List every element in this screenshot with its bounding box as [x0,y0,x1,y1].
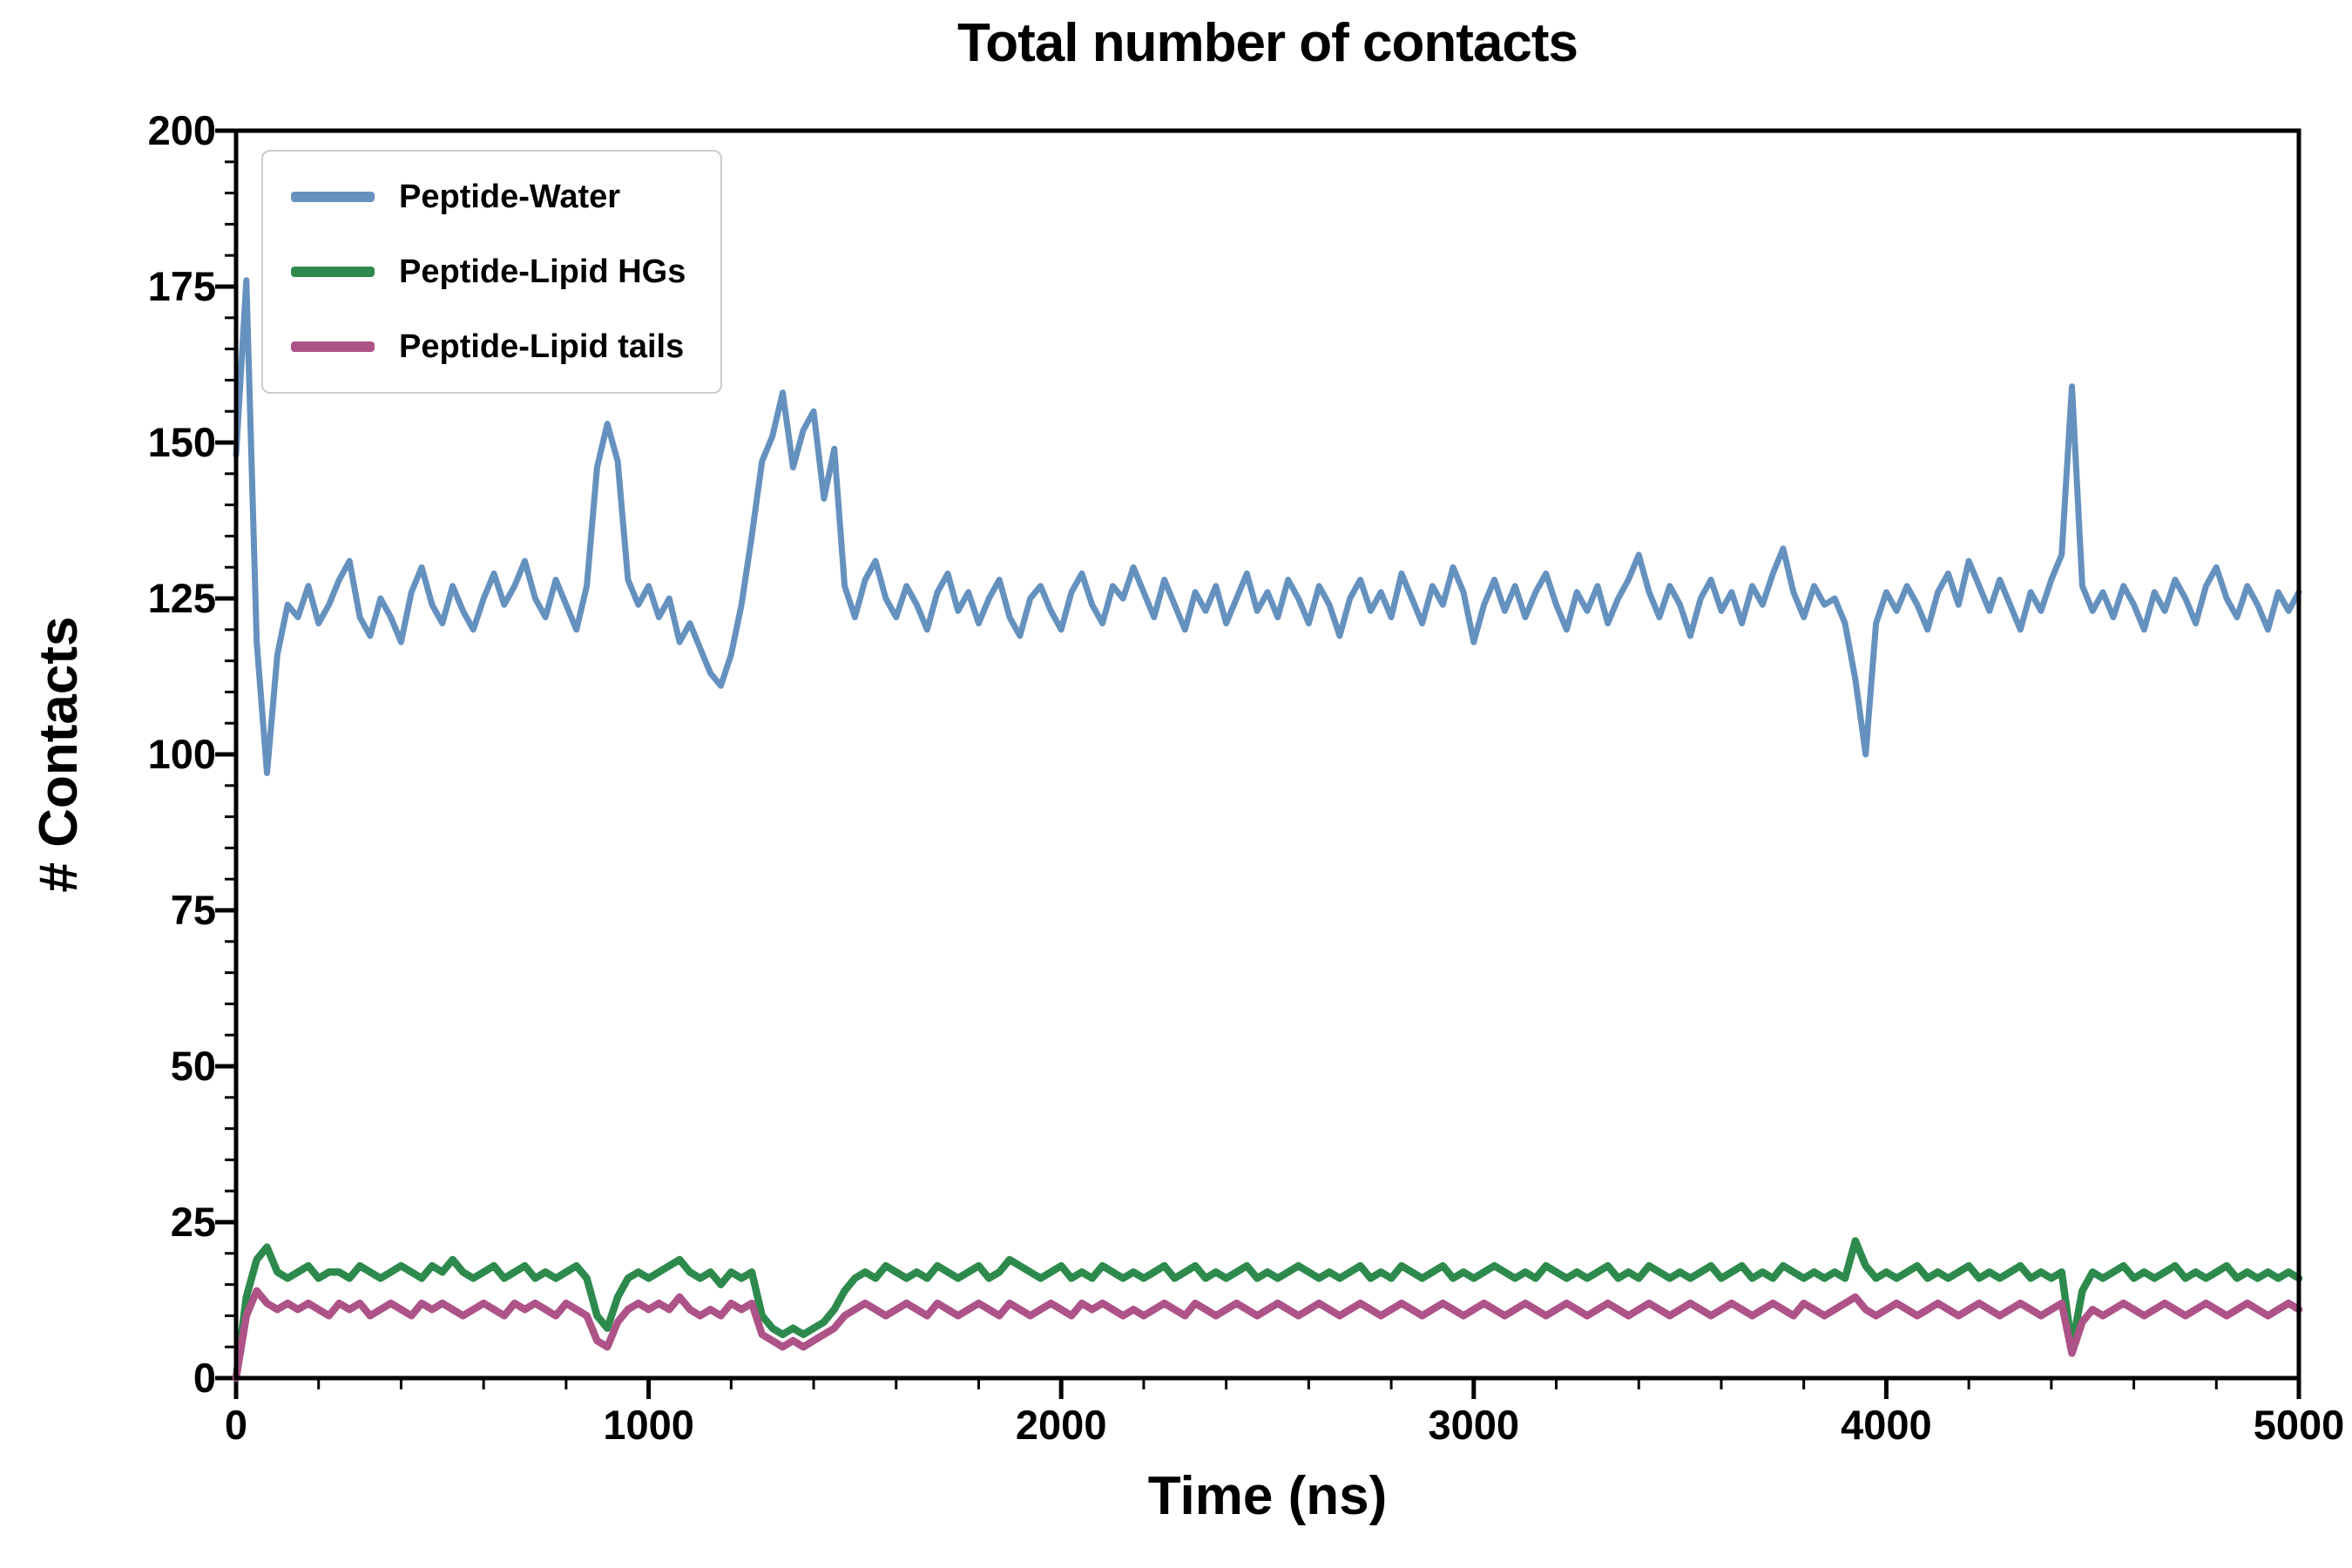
y-tick-label: 150 [147,419,216,465]
legend-label: Peptide-Water [399,179,621,215]
legend-item-peptide-lipid-hgs: Peptide-Lipid HGs [291,253,686,291]
legend-item-peptide-lipid-tails: Peptide-Lipid tails [291,328,686,366]
y-tick-label: 100 [147,731,216,777]
y-tick-label: 50 [170,1043,216,1089]
y-tick-label: 25 [170,1199,216,1245]
chart-title: Total number of contacts [956,13,1578,73]
legend: Peptide-Water Peptide-Lipid HGs Peptide-… [261,150,723,394]
y-tick-label: 0 [193,1355,216,1401]
y-tick-label: 200 [147,107,216,153]
x-tick-label: 3000 [1428,1402,1520,1448]
x-tick-label: 0 [224,1402,248,1448]
x-tick-label: 1000 [603,1402,694,1448]
x-tick-label: 4000 [1841,1402,1932,1448]
x-tick-label: 5000 [2253,1402,2345,1448]
legend-item-peptide-water: Peptide-Water [291,178,686,216]
legend-line-swatch-purple [291,341,375,352]
legend-line-swatch-blue [291,192,375,202]
y-tick-label: 175 [147,263,216,309]
x-tick-label: 2000 [1015,1402,1107,1448]
legend-label: Peptide-Lipid HGs [399,253,686,290]
y-tick-label: 125 [147,575,216,621]
x-axis-label: Time (ns) [1147,1466,1388,1526]
legend-label: Peptide-Lipid tails [399,328,685,365]
legend-line-swatch-green [291,267,375,277]
y-tick-label: 75 [170,887,216,933]
